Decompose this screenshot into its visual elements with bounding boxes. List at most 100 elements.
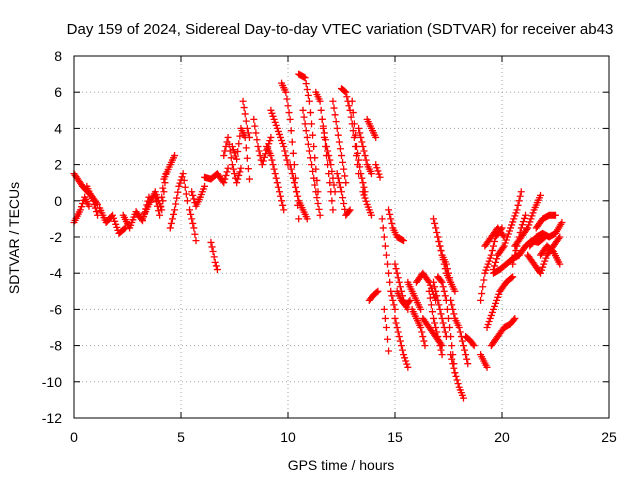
- data-point: [278, 136, 286, 144]
- data-point: [437, 277, 445, 285]
- data-point: [270, 115, 278, 123]
- data-point: [394, 274, 402, 282]
- data-point: [342, 88, 350, 96]
- data-point: [558, 219, 566, 227]
- data-point: [431, 319, 439, 327]
- data-point: [224, 164, 232, 172]
- data-point: [334, 131, 342, 139]
- data-point: [486, 314, 494, 322]
- y-tick-label: -4: [50, 265, 63, 281]
- data-point: [440, 287, 448, 295]
- data-point: [275, 130, 283, 138]
- data-point: [235, 171, 243, 179]
- data-point: [397, 342, 405, 350]
- data-point: [339, 194, 347, 202]
- data-point: [395, 333, 403, 341]
- series-arc-36: [385, 206, 408, 245]
- data-point: [491, 262, 499, 270]
- data-point: [358, 174, 366, 182]
- series-arc-30: [359, 188, 375, 219]
- series-arc-52: [477, 351, 491, 371]
- data-point: [282, 152, 290, 160]
- data-point: [274, 127, 282, 135]
- data-point: [374, 167, 382, 175]
- data-point: [513, 206, 521, 214]
- series-arc-32: [372, 161, 384, 181]
- data-point: [393, 269, 401, 277]
- data-point: [343, 93, 351, 101]
- series-arc-39: [391, 314, 412, 371]
- data-point: [437, 247, 445, 255]
- data-point: [435, 301, 443, 309]
- data-point: [487, 311, 495, 319]
- data-point: [361, 194, 369, 202]
- y-tick-label: 6: [54, 84, 62, 100]
- data-point: [320, 129, 328, 137]
- data-point: [272, 121, 280, 129]
- data-point: [259, 157, 267, 165]
- data-point: [438, 278, 446, 286]
- data-point: [222, 171, 230, 179]
- data-point: [426, 294, 434, 302]
- data-point: [213, 266, 221, 274]
- data-point: [541, 257, 549, 265]
- data-point: [538, 266, 546, 274]
- data-point: [359, 143, 367, 150]
- data-point: [527, 215, 535, 223]
- data-point: [417, 324, 425, 331]
- data-point: [255, 147, 263, 155]
- series-arc-12: [201, 164, 232, 187]
- data-point: [170, 210, 178, 218]
- data-point: [398, 346, 406, 354]
- data-point: [89, 197, 97, 205]
- data-point: [212, 262, 220, 270]
- data-point: [318, 115, 326, 123]
- data-point: [173, 194, 181, 202]
- data-point: [329, 206, 337, 214]
- data-point: [312, 188, 320, 196]
- data-point: [485, 257, 493, 265]
- data-point: [226, 147, 234, 155]
- data-point: [517, 188, 525, 196]
- data-point: [391, 314, 399, 322]
- data-point: [356, 163, 364, 171]
- data-point: [243, 154, 251, 162]
- data-point: [326, 156, 334, 164]
- series-arc-38: [393, 287, 414, 310]
- data-point: [316, 97, 324, 105]
- series-arc-10: [188, 182, 209, 210]
- data-point: [152, 198, 160, 206]
- data-point: [387, 287, 395, 295]
- data-point: [289, 174, 297, 182]
- data-point: [242, 117, 250, 125]
- data-point: [174, 188, 182, 196]
- data-point: [495, 290, 503, 298]
- data-point: [494, 293, 502, 301]
- data-point: [338, 188, 345, 196]
- series-arc-63: [532, 211, 559, 232]
- data-point: [112, 220, 120, 228]
- data-point: [389, 296, 397, 304]
- data-point: [171, 152, 179, 160]
- data-point: [459, 342, 467, 350]
- data-point: [336, 183, 344, 191]
- data-point: [360, 147, 368, 155]
- data-point: [111, 217, 119, 225]
- data-point: [451, 287, 459, 295]
- data-point: [178, 173, 186, 181]
- data-point: [437, 310, 445, 318]
- data-point: [345, 102, 353, 110]
- y-tick-label: -10: [42, 374, 62, 390]
- data-point: [388, 292, 396, 300]
- data-point: [433, 292, 441, 300]
- data-point: [421, 342, 429, 350]
- data-point: [186, 206, 194, 214]
- data-point: [517, 224, 525, 232]
- data-point: [234, 175, 242, 183]
- data-point: [509, 218, 517, 226]
- data-point: [512, 209, 520, 217]
- data-point: [375, 170, 383, 178]
- data-point: [405, 298, 413, 306]
- data-point: [324, 147, 332, 155]
